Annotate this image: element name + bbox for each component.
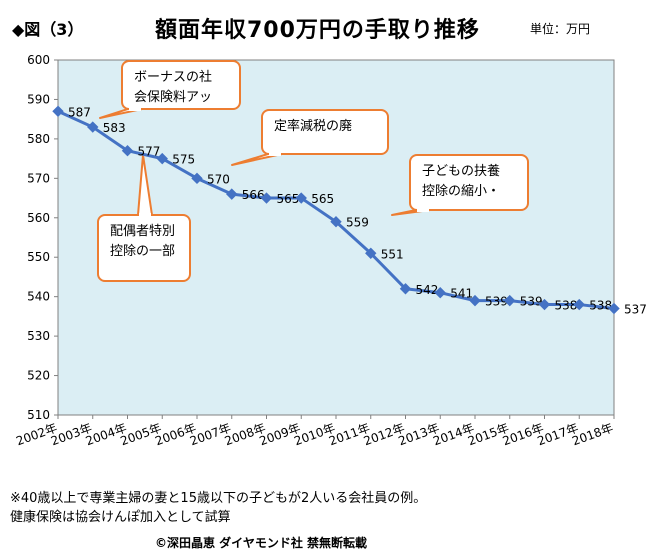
data-label: 583 [103,121,126,135]
callout-text: 定率減税の廃 [274,118,352,134]
callout-joint [129,107,141,111]
callout-box [261,109,389,155]
data-label: 577 [138,145,161,159]
callout-text: 控除の縮小・ [422,183,500,199]
copyright: ©深田晶恵 ダイヤモンド社 禁無断転載 [155,536,367,550]
data-label: 587 [68,105,91,119]
data-label: 538 [589,299,612,313]
callout-text: 子どもの扶養 [422,163,500,179]
data-label: 539 [485,295,508,309]
callout-text: ボーナスの社 [134,69,212,85]
y-tick-label: 600 [27,53,50,67]
data-point [121,145,134,157]
data-point [573,298,585,311]
data-point [260,192,273,204]
data-label: 575 [172,153,195,167]
line-chart: 5105205305405505605705805906002002年2003年… [14,53,647,448]
y-tick-label: 580 [27,132,50,146]
data-label: 566 [242,188,265,202]
data-label: 565 [277,192,300,206]
callout-joint [269,152,281,156]
callout-joint [417,208,429,212]
data-label: 551 [381,247,404,261]
callout-text: 控除の一部 [110,244,175,259]
y-tick-label: 560 [27,211,50,225]
callout-pointer [99,108,143,119]
callout-box [121,60,241,110]
figure-label: ◆図（3） [12,20,84,39]
data-point [434,287,446,299]
y-tick-label: 570 [27,171,50,185]
data-point [226,188,238,200]
y-tick-label: 510 [27,408,50,422]
unit-label: 単位：万円 [530,22,591,36]
callout-joint [139,213,151,217]
data-point [365,247,377,259]
data-label: 541 [450,287,473,301]
callout-box [409,154,529,211]
data-point [399,283,412,295]
callout-text: 配偶者特別 [110,224,175,239]
data-point [295,192,307,204]
data-label: 542 [416,283,439,297]
data-point [156,152,168,165]
y-tick-label: 540 [27,290,50,304]
data-point [52,105,64,117]
y-tick-label: 520 [27,369,50,383]
data-label: 559 [346,216,369,230]
data-label: 539 [520,295,543,309]
y-tick-label: 590 [27,92,50,106]
data-point [538,298,551,311]
data-label: 565 [311,192,334,206]
callout-text: 会保険料アッ [134,90,212,105]
data-point [469,294,481,307]
y-tick-label: 530 [27,329,50,343]
data-label: 537 [624,303,647,317]
y-tick-label: 550 [27,250,50,264]
data-point [191,172,203,185]
footnote-1: ※40歳以上で専業主婦の妻と15歳以下の子どもが2人いる会社員の例。 [10,491,427,506]
data-point [87,121,99,133]
data-label: 538 [555,299,578,313]
data-point [504,294,516,307]
data-point [608,302,620,315]
chart-title: 額面年収700万円の手取り推移 [155,18,480,43]
data-point [330,216,342,228]
footnote-2: 健康保険は協会けんぽ加入として試算 [10,510,231,525]
data-label: 570 [207,172,230,186]
callout-pointer [231,153,283,166]
